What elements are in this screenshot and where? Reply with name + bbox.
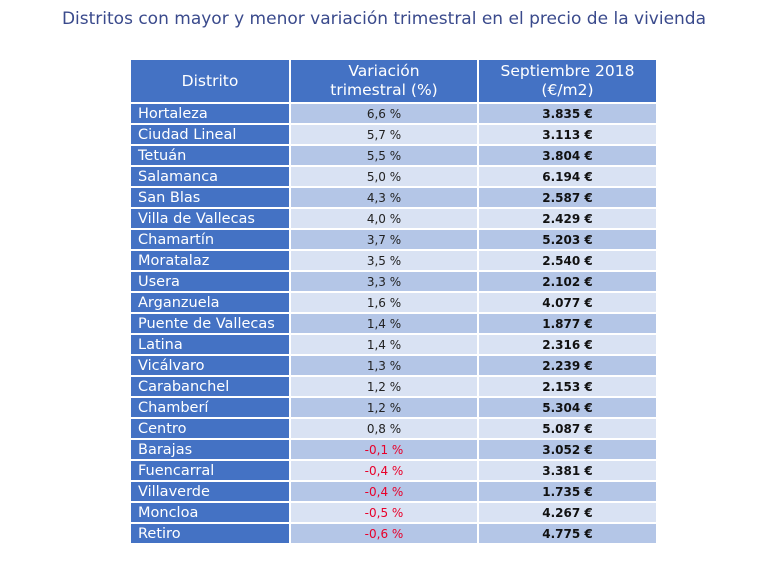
cell-variacion: 3,3 % (291, 272, 479, 293)
cell-variacion: 1,4 % (291, 335, 479, 356)
header-precio-line1: Septiembre 2018 (500, 62, 635, 80)
cell-precio: 5.087 € (479, 419, 656, 440)
table-row: Usera 3,3 % 2.102 € (131, 272, 656, 293)
cell-variacion: -0,5 % (291, 503, 479, 524)
table-row: San Blas 4,3 % 2.587 € (131, 188, 656, 209)
header-distrito: Distrito (131, 60, 291, 104)
cell-precio: 4.775 € (479, 524, 656, 545)
cell-distrito: Moratalaz (131, 251, 291, 272)
cell-variacion: -0,6 % (291, 524, 479, 545)
cell-precio: 2.316 € (479, 335, 656, 356)
cell-precio: 3.113 € (479, 125, 656, 146)
cell-variacion: 5,0 % (291, 167, 479, 188)
page-title: Distritos con mayor y menor variación tr… (61, 9, 707, 29)
cell-distrito: Arganzuela (131, 293, 291, 314)
cell-distrito: Villaverde (131, 482, 291, 503)
table-row: Ciudad Lineal 5,7 % 3.113 € (131, 125, 656, 146)
cell-variacion: 4,3 % (291, 188, 479, 209)
table-row: Barajas -0,1 % 3.052 € (131, 440, 656, 461)
cell-precio: 3.052 € (479, 440, 656, 461)
cell-variacion: 1,4 % (291, 314, 479, 335)
cell-variacion: 1,6 % (291, 293, 479, 314)
cell-distrito: Chamartín (131, 230, 291, 251)
cell-precio: 6.194 € (479, 167, 656, 188)
table-row: Fuencarral -0,4 % 3.381 € (131, 461, 656, 482)
table-row: Chamartín 3,7 % 5.203 € (131, 230, 656, 251)
price-variation-table: Distrito Variación trimestral (%) Septie… (131, 60, 656, 545)
cell-precio: 2.153 € (479, 377, 656, 398)
table-row: Latina 1,4 % 2.316 € (131, 335, 656, 356)
cell-precio: 1.877 € (479, 314, 656, 335)
cell-variacion: 5,5 % (291, 146, 479, 167)
table-row: Centro 0,8 % 5.087 € (131, 419, 656, 440)
cell-precio: 2.239 € (479, 356, 656, 377)
cell-precio: 2.429 € (479, 209, 656, 230)
cell-distrito: Carabanchel (131, 377, 291, 398)
table-row: Hortaleza 6,6 % 3.835 € (131, 104, 656, 125)
cell-precio: 2.102 € (479, 272, 656, 293)
header-precio-line2: (€/m2) (541, 81, 594, 99)
cell-distrito: Puente de Vallecas (131, 314, 291, 335)
cell-variacion: 5,7 % (291, 125, 479, 146)
cell-distrito: Tetuán (131, 146, 291, 167)
cell-variacion: -0,4 % (291, 461, 479, 482)
table-row: Moratalaz 3,5 % 2.540 € (131, 251, 656, 272)
cell-variacion: 1,2 % (291, 377, 479, 398)
cell-precio: 5.304 € (479, 398, 656, 419)
table-row: Puente de Vallecas 1,4 % 1.877 € (131, 314, 656, 335)
cell-precio: 5.203 € (479, 230, 656, 251)
header-variacion-line1: Variación (348, 62, 420, 80)
cell-variacion: -0,4 % (291, 482, 479, 503)
cell-variacion: 4,0 % (291, 209, 479, 230)
cell-precio: 3.804 € (479, 146, 656, 167)
cell-precio: 4.267 € (479, 503, 656, 524)
cell-distrito: Ciudad Lineal (131, 125, 291, 146)
table-row: Salamanca 5,0 % 6.194 € (131, 167, 656, 188)
cell-variacion: -0,1 % (291, 440, 479, 461)
cell-distrito: Moncloa (131, 503, 291, 524)
cell-variacion: 3,7 % (291, 230, 479, 251)
cell-distrito: Centro (131, 419, 291, 440)
cell-variacion: 6,6 % (291, 104, 479, 125)
cell-variacion: 1,3 % (291, 356, 479, 377)
table-row: Arganzuela 1,6 % 4.077 € (131, 293, 656, 314)
cell-distrito: Hortaleza (131, 104, 291, 125)
cell-precio: 2.587 € (479, 188, 656, 209)
cell-variacion: 3,5 % (291, 251, 479, 272)
table-row: Retiro -0,6 % 4.775 € (131, 524, 656, 545)
cell-distrito: Villa de Vallecas (131, 209, 291, 230)
cell-precio: 3.381 € (479, 461, 656, 482)
cell-distrito: Vicálvaro (131, 356, 291, 377)
header-variacion-line2: trimestral (%) (330, 81, 438, 99)
table-row: Moncloa -0,5 % 4.267 € (131, 503, 656, 524)
cell-distrito: Chamberí (131, 398, 291, 419)
cell-precio: 2.540 € (479, 251, 656, 272)
cell-precio: 1.735 € (479, 482, 656, 503)
table-header-row: Distrito Variación trimestral (%) Septie… (131, 60, 656, 104)
table-row: Vicálvaro 1,3 % 2.239 € (131, 356, 656, 377)
cell-distrito: Usera (131, 272, 291, 293)
table-row: Villaverde -0,4 % 1.735 € (131, 482, 656, 503)
header-distrito-label: Distrito (181, 71, 239, 90)
cell-distrito: Fuencarral (131, 461, 291, 482)
cell-distrito: Latina (131, 335, 291, 356)
cell-distrito: San Blas (131, 188, 291, 209)
table-row: Villa de Vallecas 4,0 % 2.429 € (131, 209, 656, 230)
header-precio: Septiembre 2018 (€/m2) (479, 60, 656, 104)
table-row: Carabanchel 1,2 % 2.153 € (131, 377, 656, 398)
cell-variacion: 1,2 % (291, 398, 479, 419)
table-row: Chamberí 1,2 % 5.304 € (131, 398, 656, 419)
cell-distrito: Salamanca (131, 167, 291, 188)
cell-precio: 4.077 € (479, 293, 656, 314)
cell-distrito: Barajas (131, 440, 291, 461)
cell-distrito: Retiro (131, 524, 291, 545)
table-row: Tetuán 5,5 % 3.804 € (131, 146, 656, 167)
cell-precio: 3.835 € (479, 104, 656, 125)
header-variacion: Variación trimestral (%) (291, 60, 479, 104)
cell-variacion: 0,8 % (291, 419, 479, 440)
table-body: Hortaleza 6,6 % 3.835 € Ciudad Lineal 5,7 % 3… (131, 104, 656, 545)
